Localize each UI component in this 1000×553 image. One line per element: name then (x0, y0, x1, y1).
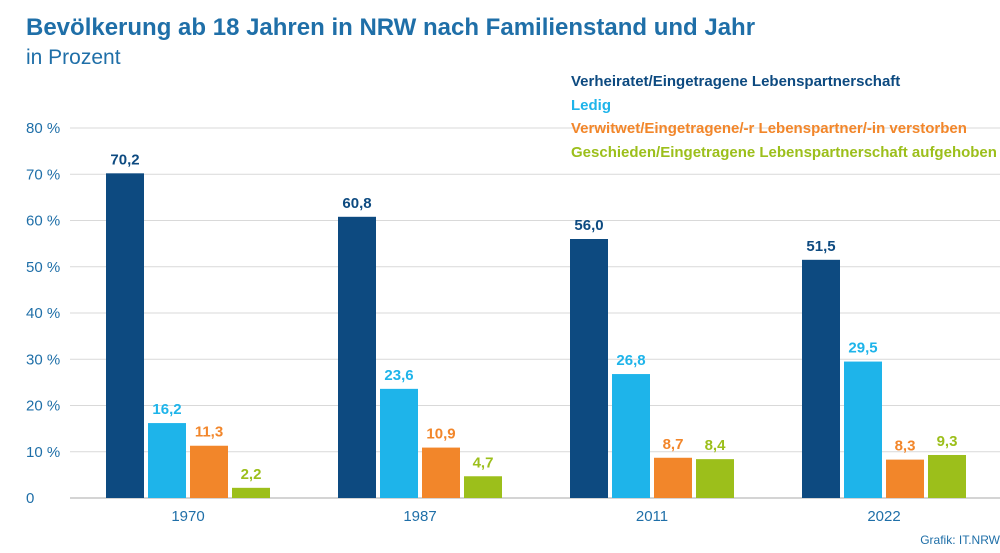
data-label: 60,8 (342, 195, 371, 212)
data-label: 8,3 (895, 438, 916, 455)
data-label: 56,0 (574, 217, 603, 234)
data-label: 4,7 (473, 454, 494, 471)
bar (464, 476, 502, 498)
bar (190, 445, 228, 498)
data-label: 16,2 (152, 401, 181, 418)
legend-item-verheiratet: Verheiratet/Eingetragene Lebenspartnersc… (571, 73, 901, 90)
x-tick-label: 1987 (403, 508, 436, 525)
data-label: 11,3 (195, 424, 223, 441)
y-tick-label: 80 % (26, 120, 60, 137)
y-tick-label: 10 % (26, 444, 60, 461)
data-label: 51,5 (806, 238, 835, 255)
y-tick-label: 70 % (26, 166, 60, 183)
y-tick-label: 0 (26, 490, 34, 507)
bar (148, 423, 186, 498)
bar (106, 173, 144, 498)
x-tick-label: 1970 (171, 508, 204, 525)
source-credit: Grafik: IT.NRW (920, 533, 1000, 547)
chart-title: Bevölkerung ab 18 Jahren in NRW nach Fam… (26, 14, 756, 41)
legend-item-geschieden: Geschieden/Eingetragene Lebenspartnersch… (571, 143, 997, 161)
data-label: 8,4 (705, 437, 727, 454)
bar (802, 259, 840, 498)
chart-subtitle: in Prozent (26, 46, 121, 69)
y-tick-label: 20 % (26, 398, 60, 415)
bar (612, 374, 650, 498)
legend: Verheiratet/Eingetragene Lebenspartnersc… (571, 70, 997, 164)
data-label: 26,8 (616, 352, 645, 369)
data-label: 9,3 (937, 433, 958, 450)
bar (422, 447, 460, 498)
bar (696, 459, 734, 498)
y-tick-label: 30 % (26, 351, 60, 368)
data-label: 70,2 (110, 151, 139, 168)
bar (380, 388, 418, 498)
x-tick-label: 2022 (867, 508, 900, 525)
data-label: 23,6 (384, 367, 413, 384)
bar (844, 361, 882, 498)
bar (886, 459, 924, 498)
bar (654, 457, 692, 498)
legend-item-verwitwet: Verwitwet/Eingetragene/-r Lebenspartner/… (571, 120, 967, 137)
bar (928, 454, 966, 498)
bar (232, 487, 270, 498)
data-label: 8,7 (663, 436, 684, 453)
x-tick-label: 2011 (636, 508, 668, 525)
bar (338, 216, 376, 499)
data-label: 2,2 (241, 466, 262, 483)
data-label: 10,9 (426, 426, 455, 443)
bar (570, 239, 608, 498)
data-label: 29,5 (848, 340, 877, 357)
y-tick-label: 50 % (26, 259, 60, 276)
legend-item-ledig: Ledig (571, 96, 611, 114)
y-tick-label: 40 % (26, 305, 60, 322)
y-tick-label: 60 % (26, 213, 60, 230)
